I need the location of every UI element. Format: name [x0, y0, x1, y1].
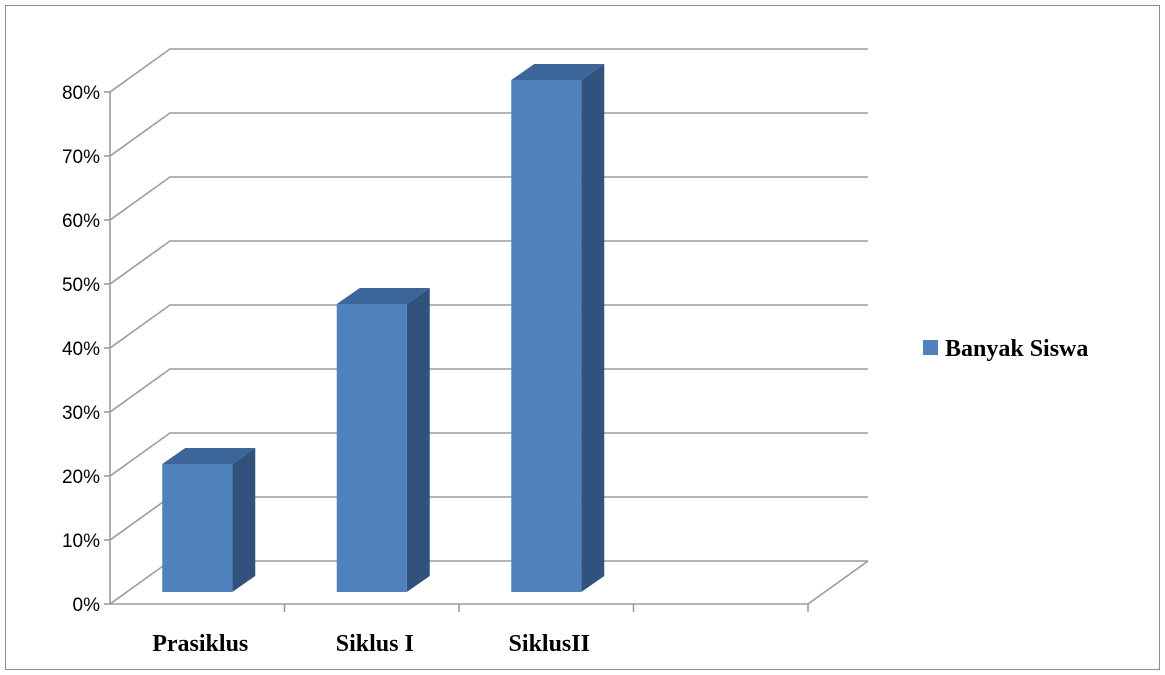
x-axis-category-labels: Prasiklus Siklus I SiklusII	[152, 631, 590, 657]
gridlines	[109, 48, 869, 605]
y-tick-label: 20%	[62, 467, 100, 488]
gridline	[109, 304, 868, 349]
gridline	[109, 368, 868, 413]
bar-front-face	[162, 464, 233, 592]
bar-3	[511, 64, 605, 592]
bar-front-face	[336, 304, 407, 592]
y-tick-label: 80%	[62, 83, 100, 104]
y-axis-tick-labels: 0% 10% 20% 30% 40% 50% 60% 70% 80%	[62, 83, 100, 616]
bar-side-face	[581, 64, 605, 592]
legend-label: Banyak Siswa	[945, 336, 1088, 362]
floor-right-edge	[807, 560, 869, 605]
bar-top-face	[336, 288, 430, 304]
y-tick-label: 60%	[62, 211, 100, 232]
gridline	[109, 432, 868, 477]
bar-side-face	[232, 448, 256, 592]
legend: Banyak Siswa	[923, 336, 1088, 362]
bar-2	[336, 288, 430, 592]
y-tick-label: 0%	[73, 595, 101, 616]
y-tick-label: 50%	[62, 275, 100, 296]
x-category-label: Siklus I	[336, 631, 414, 657]
bar-front-face	[511, 80, 582, 592]
bar-side-face	[406, 288, 430, 592]
gridline	[109, 48, 868, 93]
gridline	[109, 112, 868, 157]
gridline	[109, 240, 868, 285]
bar-top-face	[162, 448, 256, 464]
bar-top-face	[511, 64, 605, 80]
y-tick-label: 70%	[62, 147, 100, 168]
axes	[104, 91, 809, 612]
bars	[162, 64, 605, 592]
y-tick-label: 40%	[62, 339, 100, 360]
gridline	[109, 176, 868, 221]
y-tick-label: 10%	[62, 531, 100, 552]
bar-1	[162, 448, 256, 592]
legend-swatch	[923, 340, 938, 355]
y-tick-label: 30%	[62, 403, 100, 424]
x-category-label: Prasiklus	[152, 631, 248, 657]
x-category-label: SiklusII	[509, 631, 590, 657]
